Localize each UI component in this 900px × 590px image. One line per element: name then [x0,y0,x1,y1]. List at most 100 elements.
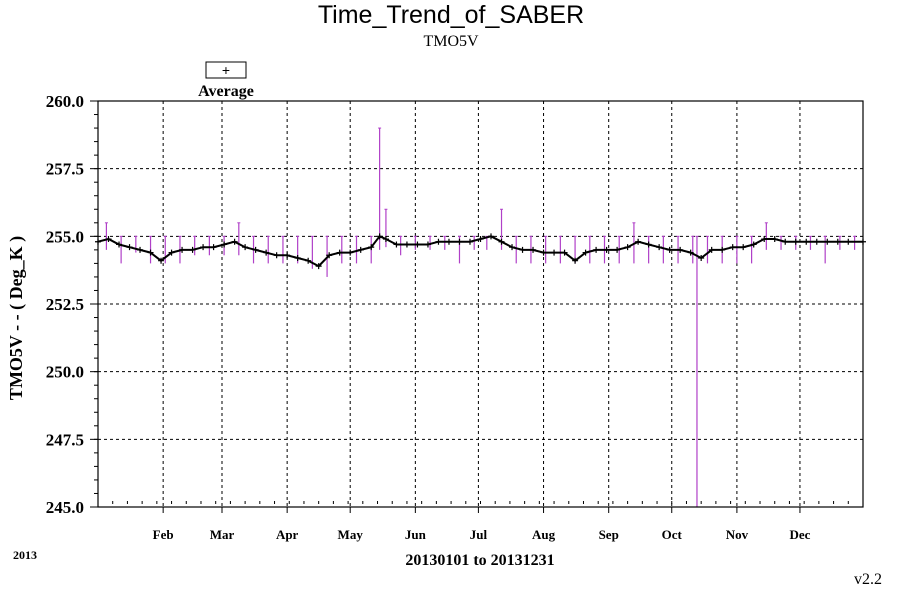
x-tick-label: Mar [210,527,235,542]
average-point [424,241,431,248]
average-point [677,246,684,253]
average-point [435,238,442,245]
legend-label: Average [198,83,254,100]
y-tick-label: 250.0 [46,363,84,382]
average-point [273,252,280,259]
x-tick-label: Jun [405,527,427,542]
average-point [210,244,217,251]
average-point [116,241,123,248]
average-point [488,233,495,240]
y-tick-label: 257.5 [46,160,84,179]
average-point [813,238,820,245]
legend: + Average [198,61,254,100]
average-point [456,238,463,245]
y-tick-label: 255.0 [46,227,84,246]
average-point [105,236,112,243]
x-tick-label: May [338,527,364,542]
average-point [336,249,343,256]
chart-subtitle: TMO5V [423,33,479,50]
average-point [719,246,726,253]
x-axis-label: 20130101 to 20131231 [405,552,554,569]
average-point [137,246,144,253]
average-point [466,238,473,245]
average-point [635,238,642,245]
average-point [445,238,452,245]
x-axis: Feb Mar Apr May Jun Jul Aug Sep Oct Nov Dec [97,501,864,542]
average-point [189,246,196,253]
average-point [687,249,694,256]
average-point [740,244,747,251]
x-tick-label: Oct [662,527,683,542]
year-label: 2013 [13,548,37,562]
average-point [603,246,610,253]
average-point [582,249,589,256]
plot-frame [97,100,864,508]
average-point [551,249,558,256]
average-point [698,254,705,261]
average-point [158,257,165,264]
average-point [666,246,673,253]
average-point [357,246,364,253]
y-axis: 245.0 247.5 250.0 252.5 255.0 257.5 260.0 [46,92,98,517]
average-point [782,238,789,245]
average-point [593,246,600,253]
x-tick-label: Aug [532,527,556,542]
average-point [530,246,537,253]
average-point [761,236,768,243]
average-point [414,241,421,248]
y-tick-label: 260.0 [46,92,84,111]
average-point [519,246,526,253]
average-point [656,244,663,251]
average-point [168,249,175,256]
average-point [126,244,133,251]
average-point [834,238,841,245]
version-label: v2.2 [854,571,882,588]
average-point [382,236,389,243]
average-point [540,249,547,256]
legend-box [205,61,247,79]
y-tick-label: 245.0 [46,498,84,517]
average-point [403,241,410,248]
average-point [729,244,736,251]
x-tick-label: Feb [153,527,174,542]
grid [98,101,863,507]
x-tick-label: Nov [726,527,749,542]
x-tick-label: Jul [470,527,488,542]
average-point [368,244,375,251]
average-point [221,241,228,248]
average-point [242,244,249,251]
average-point [200,244,207,251]
average-point [509,244,516,251]
average-point [561,249,568,256]
average-point [803,238,810,245]
average-point [824,238,831,245]
y-tick-label: 252.5 [46,295,84,314]
average-point [315,263,322,270]
average-point [305,257,312,264]
average-point [845,238,852,245]
average-point [477,236,484,243]
average-point [624,244,631,251]
average-point [614,246,621,253]
range-series [104,127,857,507]
average-point [252,246,259,253]
average-point [645,241,652,248]
legend-symbol: + [222,62,230,78]
y-tick-label: 247.5 [46,430,84,449]
average-point [792,238,799,245]
average-point [294,254,301,261]
average-point [376,233,383,240]
average-point [347,249,354,256]
average-point [393,241,400,248]
average-point [263,249,270,256]
x-tick-label: Sep [599,527,619,542]
x-tick-label: Dec [789,527,810,542]
chart-title: Time_Trend_of_SABER [318,1,584,29]
average-point [147,249,154,256]
average-point [326,252,333,259]
x-tick-label: Apr [276,527,299,542]
average-series [95,233,866,270]
average-point [708,246,715,253]
average-point [771,236,778,243]
